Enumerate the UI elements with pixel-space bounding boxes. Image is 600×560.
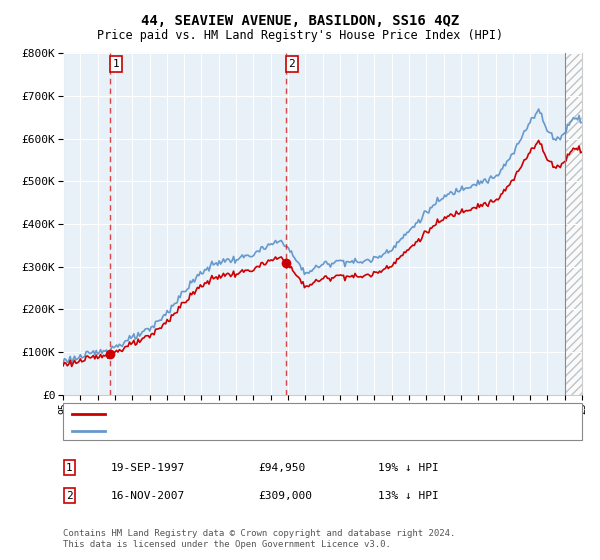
Text: 44, SEAVIEW AVENUE, BASILDON, SS16 4QZ (detached house): 44, SEAVIEW AVENUE, BASILDON, SS16 4QZ (… bbox=[111, 409, 455, 419]
Text: Contains HM Land Registry data © Crown copyright and database right 2024.
This d: Contains HM Land Registry data © Crown c… bbox=[63, 529, 455, 549]
Text: 2: 2 bbox=[289, 59, 295, 69]
Text: £309,000: £309,000 bbox=[258, 491, 312, 501]
Text: 1: 1 bbox=[66, 463, 73, 473]
Text: 19-SEP-1997: 19-SEP-1997 bbox=[111, 463, 185, 473]
Text: Price paid vs. HM Land Registry's House Price Index (HPI): Price paid vs. HM Land Registry's House … bbox=[97, 29, 503, 42]
Text: 13% ↓ HPI: 13% ↓ HPI bbox=[378, 491, 439, 501]
Text: 19% ↓ HPI: 19% ↓ HPI bbox=[378, 463, 439, 473]
Text: £94,950: £94,950 bbox=[258, 463, 305, 473]
Text: 2: 2 bbox=[66, 491, 73, 501]
Text: HPI: Average price, detached house, Basildon: HPI: Average price, detached house, Basi… bbox=[111, 426, 386, 436]
Text: 16-NOV-2007: 16-NOV-2007 bbox=[111, 491, 185, 501]
Text: 44, SEAVIEW AVENUE, BASILDON, SS16 4QZ: 44, SEAVIEW AVENUE, BASILDON, SS16 4QZ bbox=[141, 14, 459, 28]
Text: 1: 1 bbox=[113, 59, 119, 69]
